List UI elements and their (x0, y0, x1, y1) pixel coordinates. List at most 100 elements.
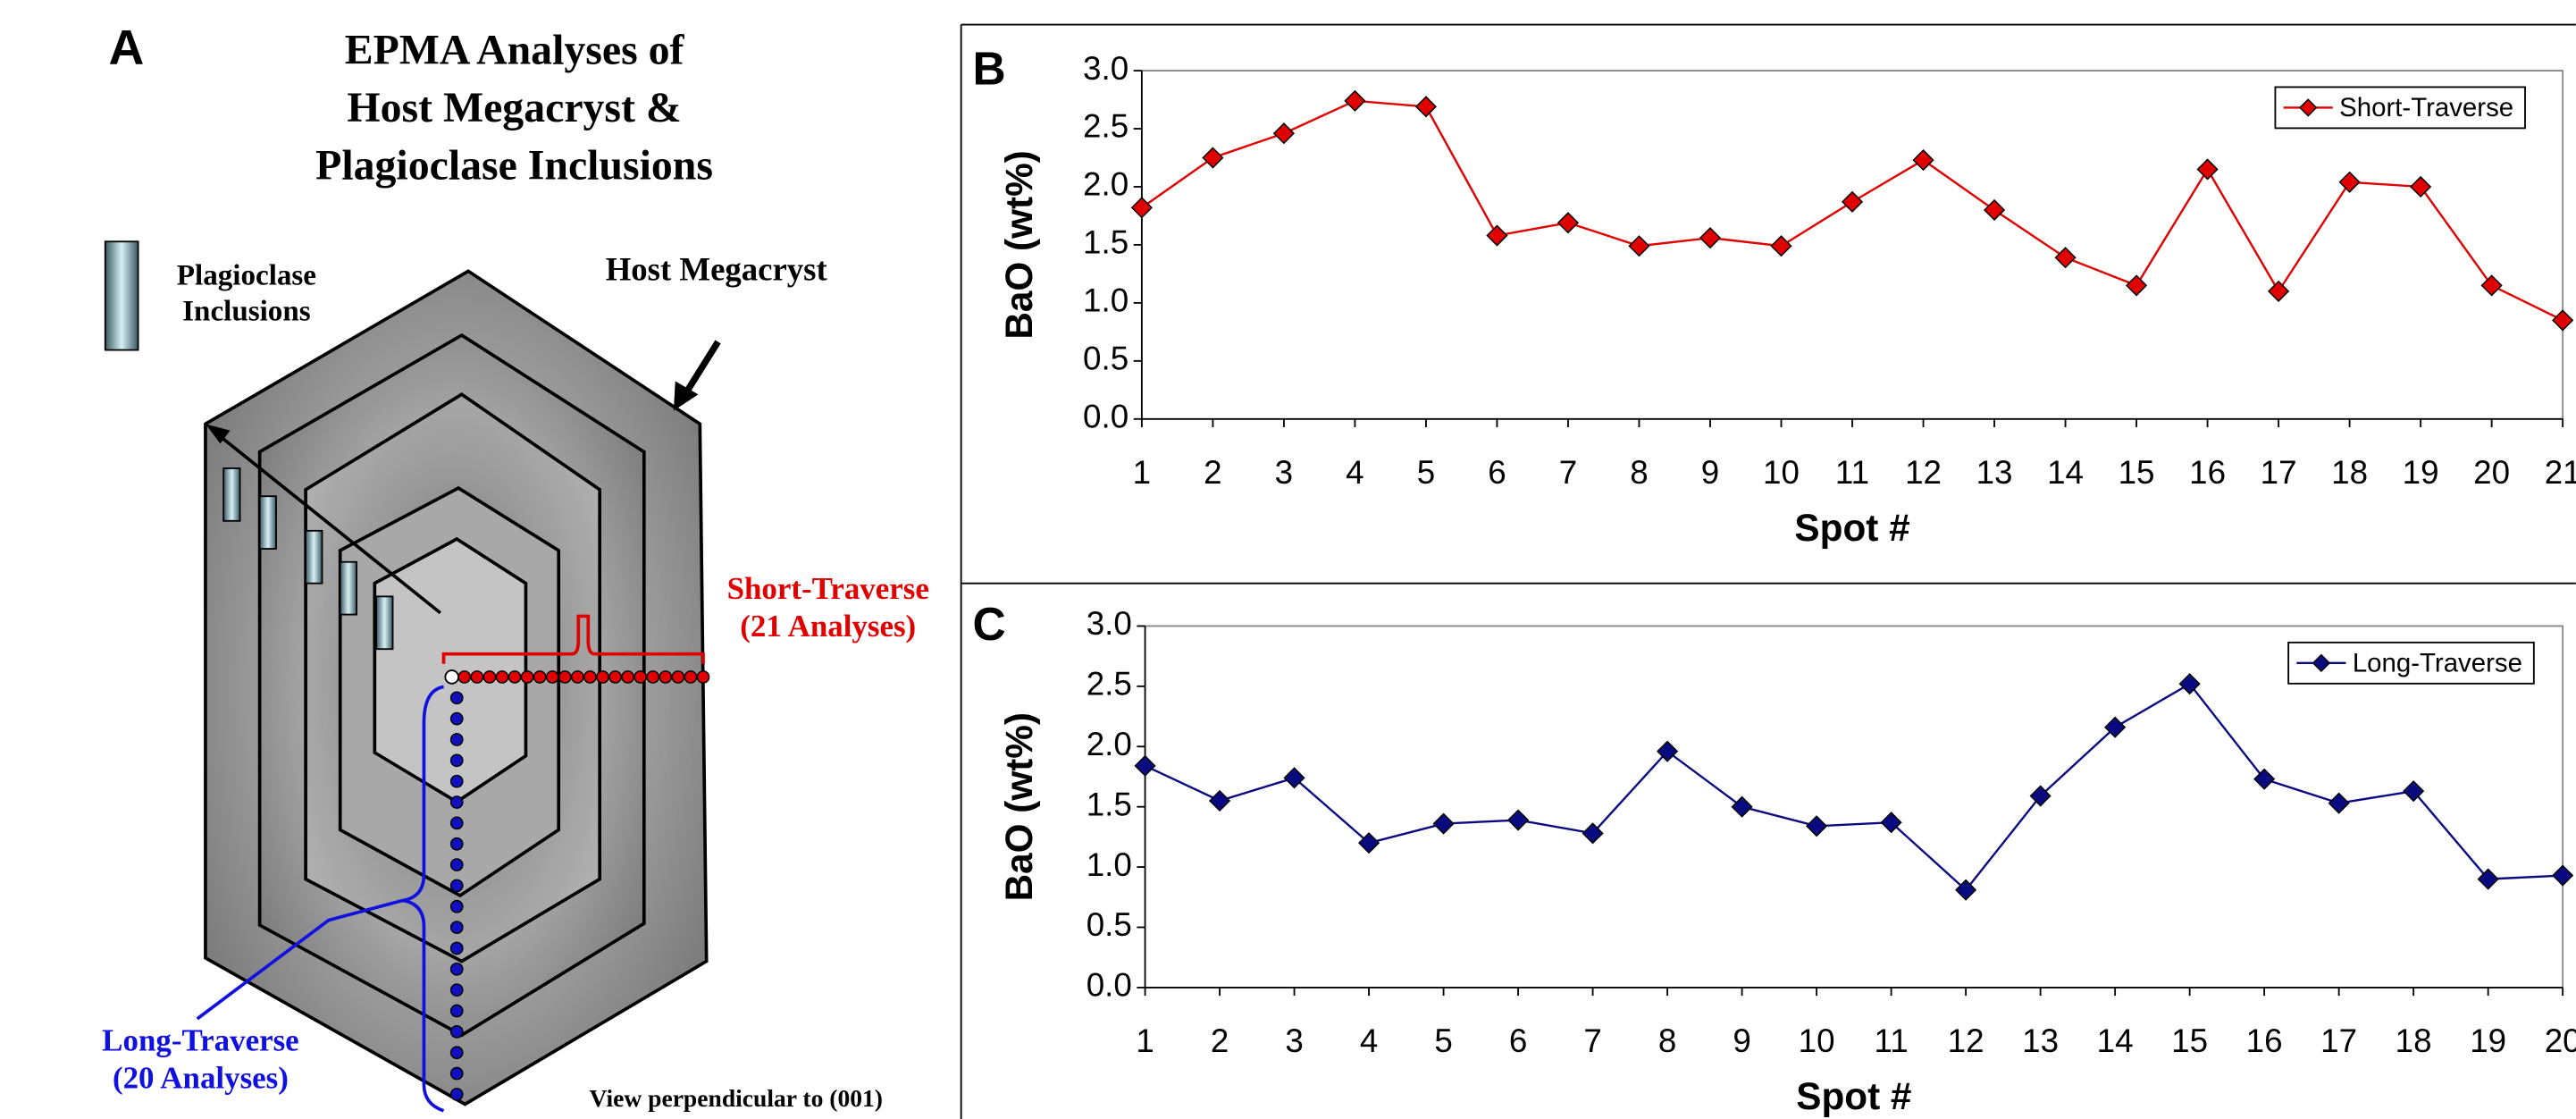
short-dot (634, 670, 648, 684)
y-axis-label: BaO (wt%) (998, 150, 1040, 339)
short-dot (646, 670, 660, 684)
x-tick-label: 10 (1763, 454, 1800, 491)
x-tick-label: 1 (1133, 454, 1151, 491)
short-dot (558, 670, 572, 684)
long-label: (20 Analyses) (113, 1061, 289, 1096)
inclusions-label: Inclusions (182, 296, 311, 328)
data-point (2338, 171, 2361, 193)
data-point (1880, 812, 1902, 834)
x-tick-label: 12 (1948, 1022, 1984, 1059)
data-point (1507, 809, 1530, 831)
x-tick-label: 19 (2470, 1022, 2506, 1059)
x-axis-label: Spot # (1794, 507, 1909, 549)
host-label: Host Megacryst (606, 251, 828, 288)
data-point (2410, 175, 2432, 198)
x-tick-label: 14 (2097, 1022, 2134, 1059)
view-label: View perpendicular to (001) (590, 1084, 883, 1112)
y-tick-label: 3.0 (1087, 605, 1132, 642)
x-tick-label: 18 (2331, 454, 2368, 491)
data-point (1202, 147, 1224, 169)
long-dot (449, 858, 464, 871)
legend-label: Long-Traverse (2353, 648, 2522, 677)
long-dot (449, 1088, 464, 1101)
x-tick-label: 17 (2261, 454, 2297, 491)
x-tick-label: 2 (1204, 454, 1221, 491)
short-dot (608, 670, 622, 684)
x-tick-label: 18 (2396, 1022, 2432, 1059)
data-point (2104, 716, 2127, 738)
x-tick-label: 14 (2047, 454, 2084, 491)
x-tick-label: 2 (1211, 1022, 1229, 1059)
data-point (1208, 789, 1231, 812)
data-point (1557, 212, 1580, 234)
short-dot (545, 670, 559, 684)
long-dot (449, 1066, 464, 1081)
x-axis-label: Spot # (1796, 1075, 1911, 1117)
legend-marker (2298, 98, 2318, 117)
data-point (1486, 224, 1508, 247)
inclusions (104, 240, 394, 651)
y-tick-label: 1.5 (1083, 224, 1129, 261)
short-dot (571, 670, 584, 684)
data-point (1731, 795, 1753, 818)
analysis-dots (444, 669, 710, 1101)
y-tick-label: 2.0 (1083, 166, 1129, 203)
x-tick-label: 13 (1976, 454, 2013, 491)
data-point (1841, 190, 1864, 213)
short-dot (482, 670, 497, 684)
x-tick-label: 6 (1488, 454, 1506, 491)
data-point (2477, 868, 2499, 890)
x-tick-label: 8 (1630, 454, 1648, 491)
long-dot (449, 941, 464, 955)
x-tick-label: 1 (1136, 1022, 1154, 1059)
x-tick-label: 5 (1417, 454, 1435, 491)
short-dot (520, 670, 534, 684)
long-dot (449, 753, 464, 768)
long-dot (449, 983, 464, 997)
y-tick-label: 1.0 (1083, 282, 1129, 319)
long-dot (449, 837, 464, 851)
host-arrow (682, 340, 721, 397)
data-point (2054, 247, 2077, 269)
data-point (1357, 832, 1380, 854)
y-tick-label: 2.5 (1087, 666, 1132, 703)
title-line: EPMA Analyses of (345, 27, 685, 74)
x-tick-label: 8 (1658, 1022, 1676, 1059)
x-tick-label: 21 (2545, 454, 2576, 491)
long-dot (449, 1046, 464, 1060)
y-tick-label: 0.5 (1083, 341, 1129, 377)
arrow-head (205, 424, 231, 444)
data-point (1699, 227, 1722, 249)
x-tick-label: 15 (2171, 1022, 2208, 1059)
y-axis-label: BaO (wt%) (998, 712, 1040, 901)
long-dot (449, 711, 464, 726)
data-point (1134, 754, 1156, 777)
long-dot (449, 816, 464, 830)
data-point (2480, 274, 2503, 297)
y-tick-label: 1.5 (1087, 786, 1132, 822)
data-point (1432, 812, 1455, 835)
long-dot (449, 774, 464, 788)
data-point (1955, 879, 1977, 901)
x-tick-label: 17 (2320, 1022, 2357, 1059)
crystal-diagram (204, 269, 709, 1106)
legend-label: Short-Traverse (2339, 93, 2513, 122)
x-tick-label: 16 (2189, 454, 2226, 491)
short-dot (621, 670, 634, 684)
data-point (1130, 197, 1153, 219)
x-tick-label: 4 (1360, 1022, 1378, 1059)
short-dot (533, 670, 547, 684)
short-bracket (441, 614, 705, 664)
data-point (1983, 198, 2006, 222)
x-tick-label: 11 (1875, 1022, 1909, 1059)
data-point (1283, 767, 1305, 789)
y-tick-label: 2.0 (1087, 726, 1132, 762)
short-dot (583, 670, 597, 684)
short-dot (596, 670, 609, 684)
long-dot (449, 733, 464, 746)
data-point (2126, 274, 2148, 297)
y-tick-label: 3.0 (1083, 50, 1129, 87)
data-point (2268, 280, 2290, 302)
data-point (1806, 815, 1828, 837)
long-dot (449, 691, 464, 705)
